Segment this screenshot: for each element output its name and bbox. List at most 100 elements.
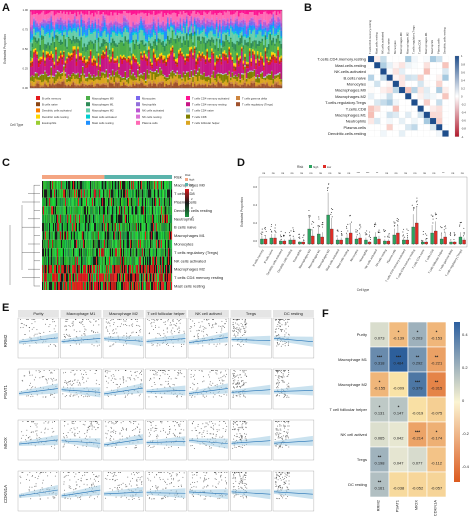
heatmap-cell bbox=[120, 239, 122, 249]
heatmap-cell bbox=[129, 189, 131, 198]
bar-segment bbox=[207, 21, 210, 24]
heatmap-cell bbox=[103, 231, 105, 240]
bar-segment bbox=[219, 83, 221, 89]
bar-segment bbox=[162, 21, 165, 27]
bar-segment bbox=[133, 49, 136, 56]
bar-segment bbox=[64, 26, 67, 30]
row-label: Dendritic.cells.resting bbox=[328, 131, 366, 136]
bar-segment bbox=[107, 49, 109, 55]
bar-segment bbox=[179, 55, 182, 75]
bar-segment bbox=[107, 10, 109, 16]
heatmap-cell bbox=[142, 248, 144, 257]
bar-segment bbox=[168, 56, 171, 58]
bar-segment bbox=[252, 55, 254, 71]
bar-segment bbox=[236, 82, 239, 86]
heatmap-cell bbox=[105, 197, 107, 207]
heatmap-cell bbox=[168, 197, 170, 207]
bar-segment bbox=[144, 53, 147, 55]
bar-segment bbox=[250, 10, 253, 13]
bar-segment bbox=[275, 57, 278, 59]
bar-segment bbox=[168, 74, 171, 76]
heatmap-cell bbox=[122, 197, 124, 207]
bar-segment bbox=[261, 83, 264, 84]
matrix-cell bbox=[367, 62, 375, 69]
bar-segment bbox=[190, 52, 193, 71]
bar-segment bbox=[198, 75, 201, 83]
heatmap-cell bbox=[143, 239, 145, 249]
bar-segment bbox=[212, 52, 215, 54]
heatmap-cell bbox=[105, 214, 107, 223]
heatmap-cell bbox=[52, 206, 54, 215]
bar-segment bbox=[261, 36, 264, 39]
bar-segment bbox=[107, 33, 109, 35]
bar-segment bbox=[237, 41, 240, 46]
bar-segment bbox=[162, 47, 165, 56]
matrix-cell bbox=[367, 111, 375, 119]
bar-segment bbox=[196, 28, 199, 30]
bar-segment bbox=[247, 35, 250, 38]
bar-segment bbox=[127, 43, 130, 57]
heatmap-cell bbox=[103, 189, 105, 198]
bar-segment bbox=[31, 43, 34, 48]
bar-segment bbox=[58, 19, 61, 25]
bar-segment bbox=[94, 12, 97, 18]
matrix-cell bbox=[405, 86, 412, 94]
bar-segment bbox=[211, 37, 213, 42]
heatmap-cell bbox=[146, 197, 148, 207]
bar-segment bbox=[272, 10, 275, 12]
bar-segment bbox=[47, 32, 50, 43]
bar-segment bbox=[113, 60, 116, 62]
bar-segment bbox=[105, 76, 108, 83]
bar-segment bbox=[195, 10, 198, 15]
heatmap-cell bbox=[102, 248, 104, 257]
bar-segment bbox=[107, 25, 109, 30]
bar-segment bbox=[165, 27, 168, 32]
bar-segment bbox=[228, 73, 231, 81]
bar-segment bbox=[189, 20, 191, 26]
heatmap-cell bbox=[130, 223, 132, 232]
bar-segment bbox=[228, 49, 231, 52]
bar-segment bbox=[77, 27, 79, 29]
bar-segment bbox=[122, 79, 125, 82]
heatmap-cell bbox=[161, 206, 163, 215]
heatmap-cell bbox=[47, 189, 49, 198]
bar-segment bbox=[237, 57, 240, 61]
bar-segment bbox=[230, 80, 232, 83]
heatmap-cell bbox=[61, 197, 63, 207]
bar-segment bbox=[104, 14, 106, 17]
bar-segment bbox=[58, 28, 61, 32]
bar-segment bbox=[75, 58, 78, 62]
heatmap-cell bbox=[93, 231, 95, 240]
bar-segment bbox=[55, 29, 57, 33]
matrix-cell bbox=[367, 124, 375, 131]
bar-segment bbox=[48, 78, 51, 81]
bar-segment bbox=[236, 21, 239, 27]
heatmap-cell bbox=[106, 239, 108, 249]
heatmap-cell bbox=[121, 189, 123, 198]
bar-segment bbox=[167, 57, 169, 60]
heatmap-cell bbox=[128, 223, 130, 232]
bar-segment bbox=[178, 53, 180, 57]
bar-segment bbox=[133, 62, 136, 76]
color-scale bbox=[454, 55, 460, 137]
bar-segment bbox=[217, 30, 220, 33]
bar-segment bbox=[80, 27, 83, 38]
heatmap-cell bbox=[110, 239, 112, 249]
bar-segment bbox=[237, 45, 240, 58]
heatmap-cell bbox=[163, 181, 165, 190]
bar-segment bbox=[236, 34, 239, 41]
bar-segment bbox=[277, 74, 279, 77]
heatmap-cell bbox=[147, 223, 149, 232]
bar-segment bbox=[258, 78, 261, 83]
bar-segment bbox=[50, 32, 53, 44]
heatmap-cell bbox=[60, 256, 62, 265]
heatmap-cell bbox=[137, 181, 139, 190]
bar-segment bbox=[259, 41, 262, 44]
bar-segment bbox=[63, 23, 65, 25]
bar-segment bbox=[165, 15, 168, 23]
bar-segment bbox=[207, 41, 210, 58]
bar-segment bbox=[75, 37, 78, 43]
bar-segment bbox=[184, 21, 187, 24]
bar-segment bbox=[85, 24, 87, 28]
bar-segment bbox=[130, 69, 133, 75]
